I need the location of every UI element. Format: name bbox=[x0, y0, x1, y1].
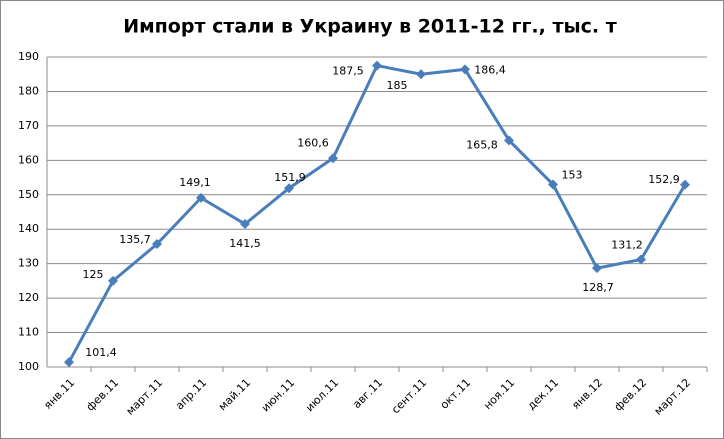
data-label: 152,9 bbox=[648, 173, 680, 186]
point-marker bbox=[680, 179, 690, 190]
point-marker bbox=[548, 179, 558, 190]
y-tick-label: 160 bbox=[18, 153, 39, 166]
point-marker bbox=[240, 219, 250, 230]
point-marker bbox=[372, 60, 382, 71]
y-tick-label: 110 bbox=[18, 326, 39, 339]
data-label: 131,2 bbox=[611, 239, 643, 252]
data-label: 185 bbox=[387, 79, 408, 92]
y-tick-label: 100 bbox=[18, 360, 39, 373]
point-marker bbox=[460, 64, 470, 75]
point-marker bbox=[64, 357, 74, 368]
data-label: 125 bbox=[83, 268, 104, 281]
point-marker bbox=[504, 135, 514, 146]
y-tick-label: 120 bbox=[18, 291, 39, 304]
point-marker bbox=[284, 183, 294, 194]
point-marker bbox=[108, 275, 118, 286]
point-marker bbox=[592, 263, 602, 274]
data-label: 186,4 bbox=[474, 63, 506, 76]
y-tick-label: 170 bbox=[18, 119, 39, 132]
point-marker bbox=[416, 69, 426, 80]
data-label: 135,7 bbox=[119, 233, 151, 246]
data-label: 149,1 bbox=[179, 176, 211, 189]
data-label: 165,8 bbox=[466, 138, 498, 151]
point-marker bbox=[196, 192, 206, 203]
data-label: 153 bbox=[562, 168, 583, 181]
y-tick-label: 150 bbox=[18, 188, 39, 201]
data-label: 160,6 bbox=[297, 136, 329, 149]
data-label: 128,7 bbox=[582, 281, 614, 294]
data-label: 187,5 bbox=[332, 65, 364, 78]
point-marker bbox=[152, 239, 162, 250]
y-tick-label: 130 bbox=[18, 257, 39, 270]
y-tick-label: 190 bbox=[18, 50, 39, 63]
point-marker bbox=[328, 153, 338, 164]
data-label: 101,4 bbox=[85, 346, 117, 359]
chart-title: Импорт стали в Украину в 2011-12 гг., ты… bbox=[123, 16, 617, 38]
y-tick-label: 180 bbox=[18, 84, 39, 97]
y-tick-label: 140 bbox=[18, 222, 39, 235]
point-marker bbox=[636, 254, 646, 265]
data-label: 151,9 bbox=[274, 171, 306, 184]
data-label: 141,5 bbox=[229, 237, 261, 250]
